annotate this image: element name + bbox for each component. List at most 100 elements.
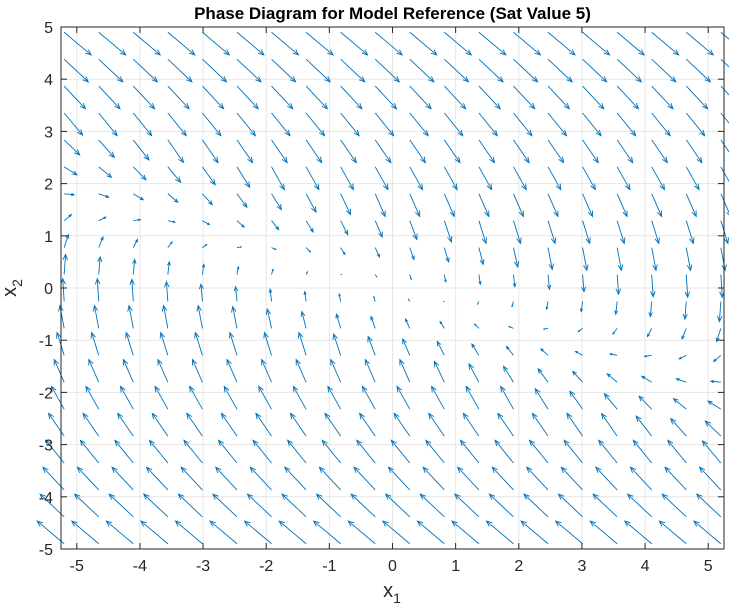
y-tick-label: -3 — [39, 438, 53, 455]
field-arrow — [73, 493, 100, 518]
arrow-head — [701, 103, 709, 110]
field-arrow — [648, 301, 653, 318]
arrow-head — [284, 466, 291, 473]
arrow-head — [373, 295, 376, 299]
arrow-head — [526, 129, 533, 137]
field-arrow — [409, 31, 438, 56]
field-arrow — [709, 379, 721, 384]
arrow-shaft — [132, 112, 153, 136]
field-arrow — [305, 270, 309, 275]
arrow-head — [142, 493, 150, 500]
field-arrow — [525, 466, 549, 491]
x-tick-label: 1 — [451, 558, 460, 575]
field-arrow — [286, 439, 307, 464]
field-arrow — [132, 238, 139, 248]
arrow-head — [265, 308, 272, 316]
field-arrow — [428, 412, 445, 437]
arrow-head — [627, 156, 634, 164]
arrow-shaft — [367, 336, 376, 356]
field-arrow — [370, 315, 376, 329]
field-arrow — [436, 340, 445, 356]
arrow-shaft — [503, 366, 514, 383]
field-arrow — [547, 247, 554, 271]
field-arrow — [166, 260, 171, 275]
arrow-head — [577, 329, 580, 333]
y-axis-label-subscript: 2 — [9, 279, 25, 287]
arrow-head — [140, 174, 147, 181]
arrow-shaft — [304, 291, 307, 302]
arrow-shaft — [670, 418, 687, 437]
arrow-head — [82, 412, 89, 420]
arrow-head — [370, 315, 374, 321]
field-arrow — [603, 392, 618, 410]
arrow-head — [396, 385, 403, 393]
field-arrow — [616, 31, 645, 56]
field-arrow — [63, 233, 70, 248]
field-arrow — [651, 112, 671, 137]
arrow-shaft — [609, 353, 618, 356]
field-arrow — [546, 274, 552, 291]
arrow-shaft — [419, 493, 445, 518]
arrow-shaft — [132, 58, 158, 83]
x-tick-label: 3 — [577, 558, 586, 575]
arrow-head — [462, 412, 469, 420]
field-arrow — [36, 520, 65, 545]
arrow-head — [445, 257, 450, 263]
arrow-shaft — [532, 413, 549, 437]
arrow-head — [175, 176, 182, 184]
arrow-shaft — [526, 466, 549, 491]
arrow-head — [499, 49, 507, 56]
x-tick-label: 2 — [514, 558, 523, 575]
field-arrow — [94, 277, 101, 302]
arrow-shaft — [235, 286, 238, 302]
arrow-shaft — [98, 236, 104, 248]
arrow-head — [626, 493, 634, 500]
field-arrow — [85, 385, 100, 410]
arrow-head — [603, 392, 610, 400]
arrow-shaft — [589, 520, 618, 545]
arrow-shaft — [316, 493, 341, 518]
field-arrow — [202, 85, 225, 110]
arrow-head — [226, 358, 232, 366]
arrow-shaft — [402, 338, 411, 356]
arrow-shaft — [63, 254, 67, 275]
arrow-shaft — [720, 193, 729, 214]
field-arrow — [444, 31, 473, 56]
arrow-head — [106, 172, 113, 179]
field-arrow — [513, 85, 536, 110]
arrow-shaft — [264, 332, 272, 356]
arrow-shaft — [63, 139, 81, 156]
arrow-shaft — [513, 220, 521, 244]
field-arrow — [393, 412, 411, 437]
arrow-head — [428, 412, 435, 420]
arrow-head — [381, 520, 389, 527]
field-arrow — [582, 31, 611, 56]
arrow-head — [451, 520, 458, 527]
field-arrow — [513, 193, 524, 218]
arrow-head — [569, 390, 576, 398]
field-arrow — [433, 360, 445, 383]
field-arrow — [473, 323, 480, 329]
field-arrow — [132, 58, 159, 83]
field-arrow — [98, 31, 127, 56]
x-tick-label: -1 — [322, 558, 336, 575]
arrow-head — [306, 270, 309, 273]
arrow-head — [358, 76, 366, 83]
arrow-shaft — [301, 311, 307, 329]
arrow-head — [330, 358, 336, 366]
field-arrow — [347, 520, 376, 545]
arrow-shaft — [63, 166, 78, 176]
arrow-shaft — [271, 139, 288, 163]
arrow-head — [103, 216, 107, 220]
arrow-head — [721, 264, 727, 272]
arrow-shaft — [305, 220, 314, 233]
arrow-head — [194, 331, 200, 339]
arrow-head — [415, 210, 421, 218]
arrow-head — [231, 305, 237, 313]
arrow-shaft — [236, 139, 253, 163]
field-arrow — [667, 439, 687, 464]
arrow-head — [135, 238, 139, 243]
arrow-shaft — [201, 264, 205, 275]
field-arrow — [297, 331, 307, 356]
arrow-head — [297, 331, 304, 339]
